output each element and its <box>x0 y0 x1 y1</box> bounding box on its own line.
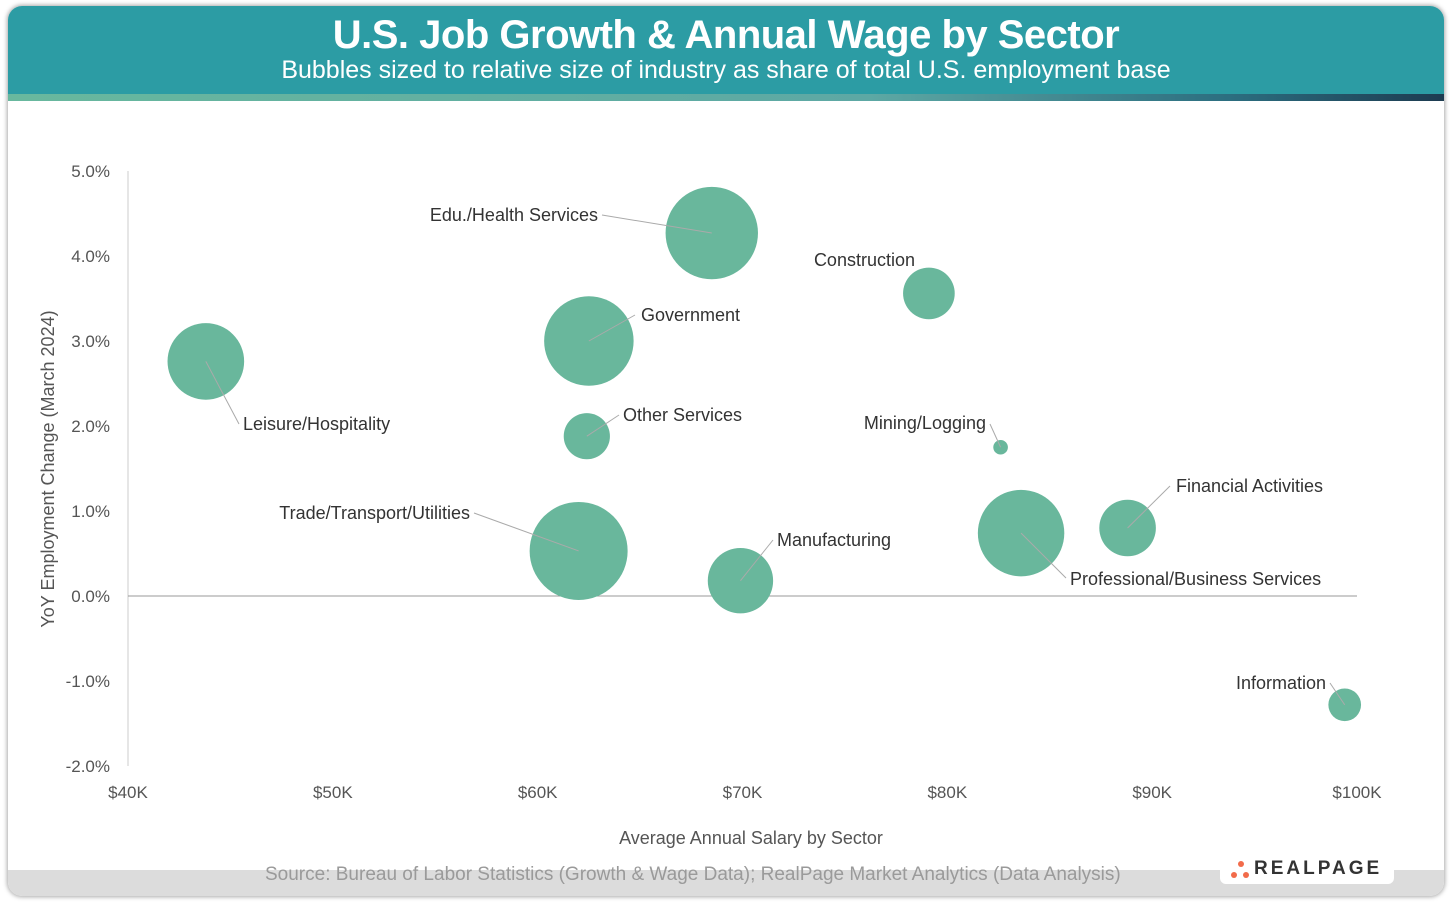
x-tick-label: $90K <box>1132 783 1172 802</box>
logo-text: REALPAGE <box>1254 858 1383 879</box>
bubble-label: Financial Activities <box>1176 476 1323 496</box>
y-tick-label: 1.0% <box>71 502 110 521</box>
leader-line <box>586 414 620 437</box>
y-tick-label: -1.0% <box>66 672 110 691</box>
x-tick-label: $80K <box>927 783 967 802</box>
leader-line <box>1329 682 1346 706</box>
chart-title: U.S. Job Growth & Annual Wage by Sector <box>332 13 1120 57</box>
chart-card: U.S. Job Growth & Annual Wage by Sector … <box>8 6 1444 896</box>
footer-bar <box>8 870 1444 896</box>
chart-subtitle: Bubbles sized to relative size of indust… <box>281 56 1171 84</box>
y-tick-label: 3.0% <box>71 332 110 351</box>
bubble-label: Manufacturing <box>777 530 891 550</box>
leader-line <box>473 512 579 552</box>
bubble-label: Construction <box>814 250 915 270</box>
leader-line <box>1020 532 1067 579</box>
bubble-label: Mining/Logging <box>864 413 986 433</box>
logo-dots-icon <box>1231 861 1249 878</box>
bubble-label: Leisure/Hospitality <box>243 414 390 434</box>
bubble-label: Trade/Transport/Utilities <box>279 503 470 523</box>
bubble-label: Information <box>1236 673 1326 693</box>
leader-line <box>588 314 636 342</box>
y-tick-label: 4.0% <box>71 247 110 266</box>
y-tick-label: 0.0% <box>71 587 110 606</box>
leader-line <box>989 423 1002 448</box>
y-tick-label: -2.0% <box>66 757 110 776</box>
leader-line <box>1127 485 1171 529</box>
realpage-logo: REALPAGE <box>1220 854 1394 884</box>
x-tick-label: $40K <box>108 783 148 802</box>
x-tick-label: $50K <box>313 783 353 802</box>
y-tick-label: 5.0% <box>71 162 110 181</box>
x-tick-label: $100K <box>1332 783 1382 802</box>
header: U.S. Job Growth & Annual Wage by Sector … <box>8 6 1444 94</box>
leader-line <box>601 214 712 234</box>
x-axis-label: Average Annual Salary by Sector <box>619 828 883 848</box>
x-tick-label: $60K <box>518 783 558 802</box>
leader-line <box>740 539 774 582</box>
bubble-label: Professional/Business Services <box>1070 569 1321 589</box>
bubble-label: Other Services <box>623 405 742 425</box>
gradient-strip <box>8 94 1444 101</box>
bubble <box>903 267 955 320</box>
leader-line <box>205 361 240 425</box>
y-axis-label: YoY Employment Change (March 2024) <box>38 310 58 627</box>
bubble-label: Government <box>641 305 740 325</box>
bubble <box>1328 688 1362 722</box>
bubble-label: Edu./Health Services <box>430 205 598 225</box>
x-tick-label: $70K <box>723 783 763 802</box>
y-tick-label: 2.0% <box>71 417 110 436</box>
source-note: Source: Bureau of Labor Statistics (Grow… <box>265 864 1121 885</box>
